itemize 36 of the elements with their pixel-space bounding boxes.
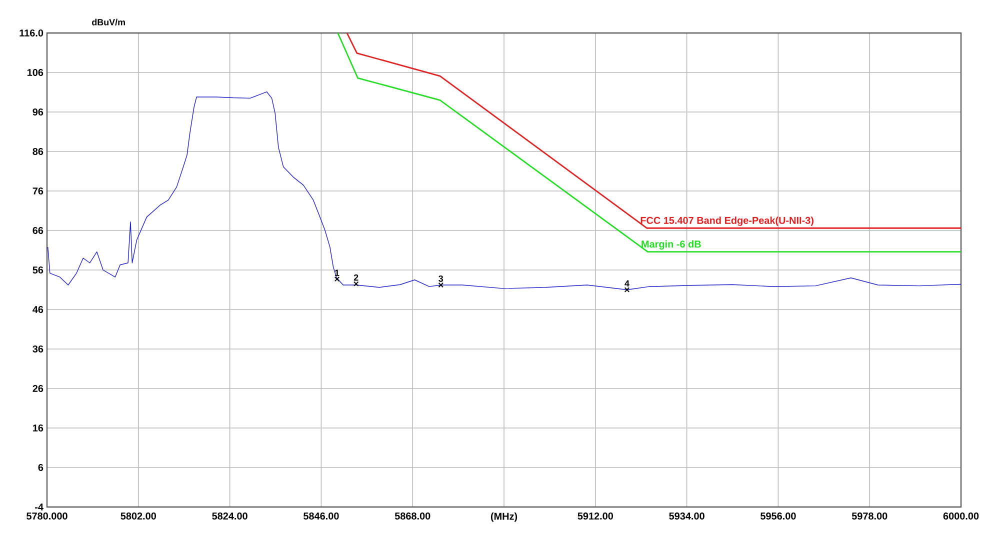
y-tick-label: 116.0 bbox=[20, 29, 44, 37]
x-tick-label: 5956.00 bbox=[760, 512, 796, 520]
annotation: 2 bbox=[354, 274, 358, 281]
point bbox=[438, 282, 444, 288]
x-tick-label: 5824.00 bbox=[212, 512, 248, 520]
line-series bbox=[47, 92, 962, 290]
series-label: FCC 15.407 Band Edge-Peak(U-NII-3) bbox=[640, 216, 814, 226]
annotation: 3 bbox=[438, 275, 444, 282]
y-tick-label: 6 bbox=[38, 464, 44, 472]
y-tick-label: 106 bbox=[27, 68, 44, 76]
x-tick-label: 5868.00 bbox=[394, 512, 430, 520]
y-tick-label: 56 bbox=[32, 266, 44, 274]
point bbox=[353, 281, 359, 286]
x-tick-label: 6000.00 bbox=[943, 512, 979, 520]
x-tick-label: 5978.00 bbox=[852, 512, 888, 520]
annotation: 1 bbox=[335, 270, 340, 276]
y-tick-label: 76 bbox=[32, 187, 44, 195]
y-axis-title: dBuV/m bbox=[92, 18, 125, 26]
x-tick-label: 5846.00 bbox=[304, 512, 339, 520]
y-tick-label: 26 bbox=[32, 384, 44, 392]
y-tick-label: 96 bbox=[32, 108, 44, 116]
y-tick-label: 36 bbox=[32, 345, 44, 353]
y-tick-label: 16 bbox=[33, 424, 44, 432]
y-tick-label: 46 bbox=[32, 306, 44, 314]
y-tick-label: -4 bbox=[35, 504, 44, 510]
x-axis-title: (MHz) bbox=[490, 512, 518, 522]
series-label: Margin -6 dB bbox=[642, 240, 701, 250]
annotation: 4 bbox=[624, 280, 630, 287]
x-tick-label: 5802.00 bbox=[120, 512, 156, 520]
x-tick-label: 5934.00 bbox=[669, 512, 704, 520]
y-tick-label: 86 bbox=[32, 148, 44, 156]
y-tick-label: 66 bbox=[32, 226, 44, 234]
x-tick-label: 5912.00 bbox=[578, 512, 614, 520]
point bbox=[624, 287, 630, 292]
point bbox=[334, 276, 340, 282]
x-tick-label: 5780.000 bbox=[26, 512, 68, 520]
